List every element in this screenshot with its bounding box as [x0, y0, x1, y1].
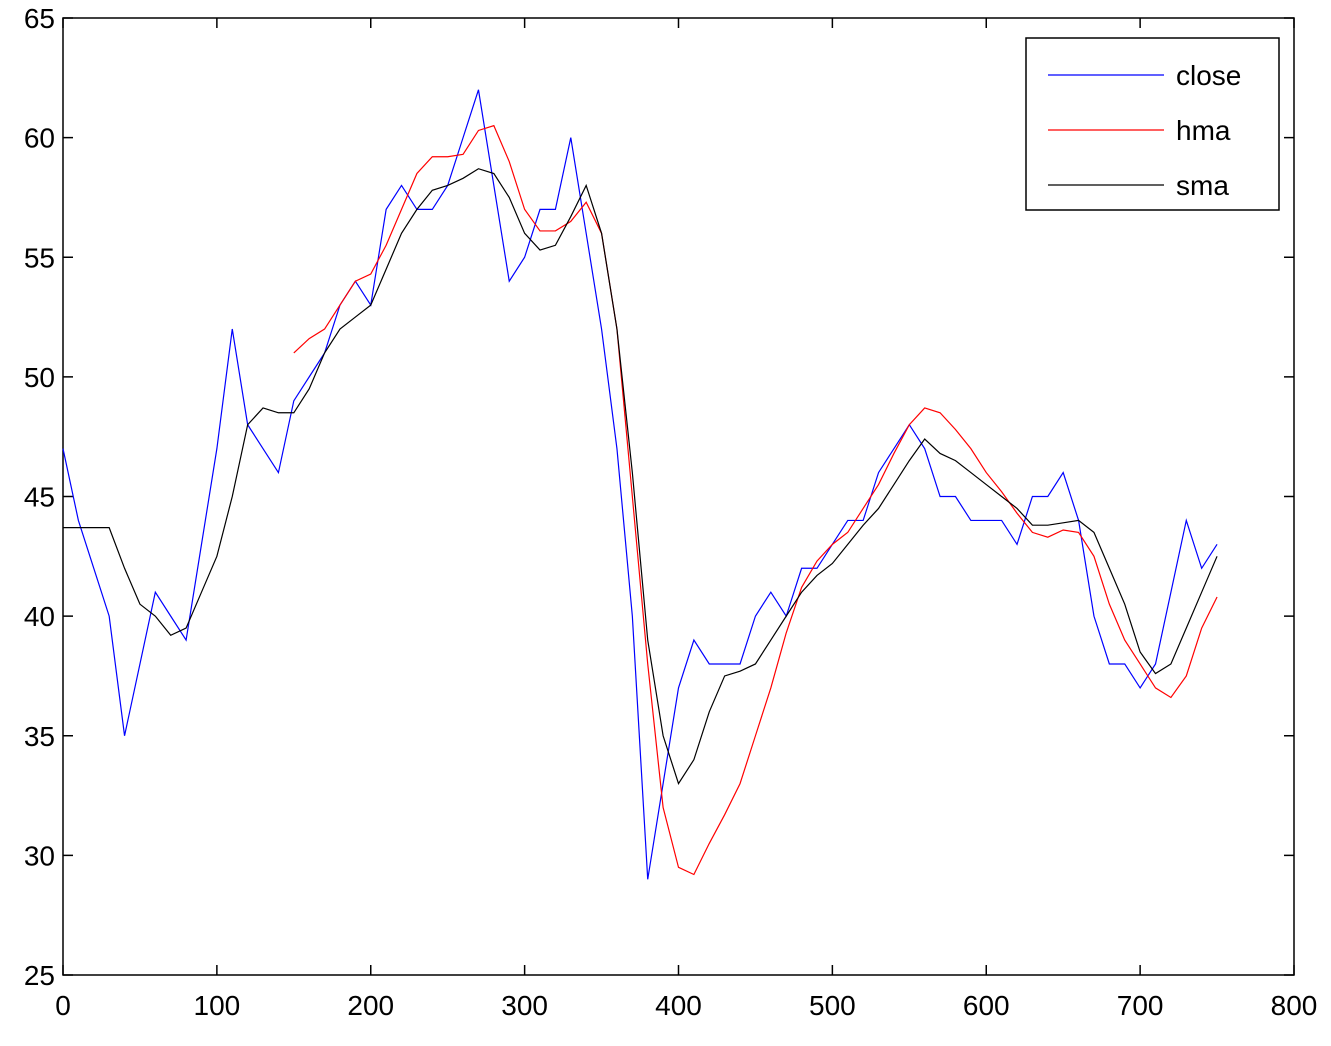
legend-label: sma — [1176, 170, 1229, 201]
x-tick-label: 200 — [347, 990, 394, 1021]
x-tick-label: 400 — [655, 990, 702, 1021]
x-tick-label: 800 — [1271, 990, 1318, 1021]
x-tick-label: 300 — [501, 990, 548, 1021]
x-tick-label: 500 — [809, 990, 856, 1021]
y-tick-label: 50 — [24, 362, 55, 393]
y-tick-label: 45 — [24, 482, 55, 513]
line-sma — [63, 168, 1218, 785]
x-tick-label: 0 — [55, 990, 71, 1021]
y-tick-label: 25 — [24, 960, 55, 991]
legend-box — [1025, 37, 1280, 211]
x-tick-label: 100 — [194, 990, 241, 1021]
legend-label: hma — [1176, 115, 1231, 146]
y-tick-label: 55 — [24, 242, 55, 273]
line-hma — [293, 124, 1218, 876]
line-close — [62, 89, 1218, 880]
x-tick-label: 600 — [963, 990, 1010, 1021]
x-tick-label: 700 — [1117, 990, 1164, 1021]
y-tick-label: 30 — [24, 840, 55, 871]
y-tick-label: 40 — [24, 601, 55, 632]
y-tick-label: 65 — [24, 3, 55, 34]
y-tick-label: 35 — [24, 721, 55, 752]
y-tick-label: 60 — [24, 123, 55, 154]
legend-label: close — [1176, 60, 1241, 91]
